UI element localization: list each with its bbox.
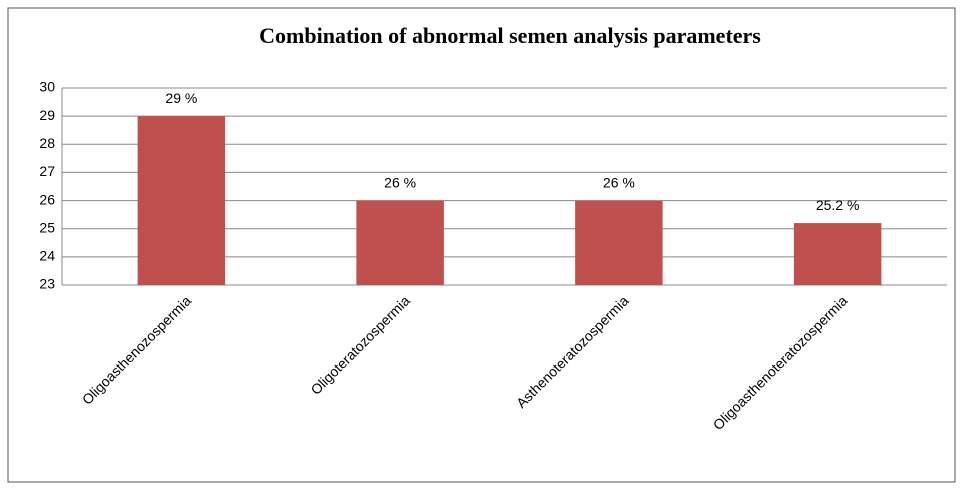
data-label: 26 % <box>384 174 416 190</box>
data-label: 26 % <box>603 174 635 190</box>
y-tick-label: 23 <box>39 276 55 292</box>
y-tick-label: 29 <box>39 107 55 123</box>
bar <box>356 200 444 285</box>
bar <box>575 200 663 285</box>
y-tick-label: 30 <box>39 79 55 95</box>
data-label: 25.2 % <box>816 197 860 213</box>
y-tick-label: 25 <box>39 219 55 235</box>
y-tick-label: 26 <box>39 191 55 207</box>
chart-title: Combination of abnormal semen analysis p… <box>259 23 761 48</box>
bar <box>793 223 882 285</box>
bar <box>137 116 226 286</box>
y-tick-label: 28 <box>39 135 55 151</box>
data-label: 29 % <box>165 90 197 106</box>
y-tick-label: 24 <box>39 248 55 264</box>
y-tick-label: 27 <box>39 163 55 179</box>
